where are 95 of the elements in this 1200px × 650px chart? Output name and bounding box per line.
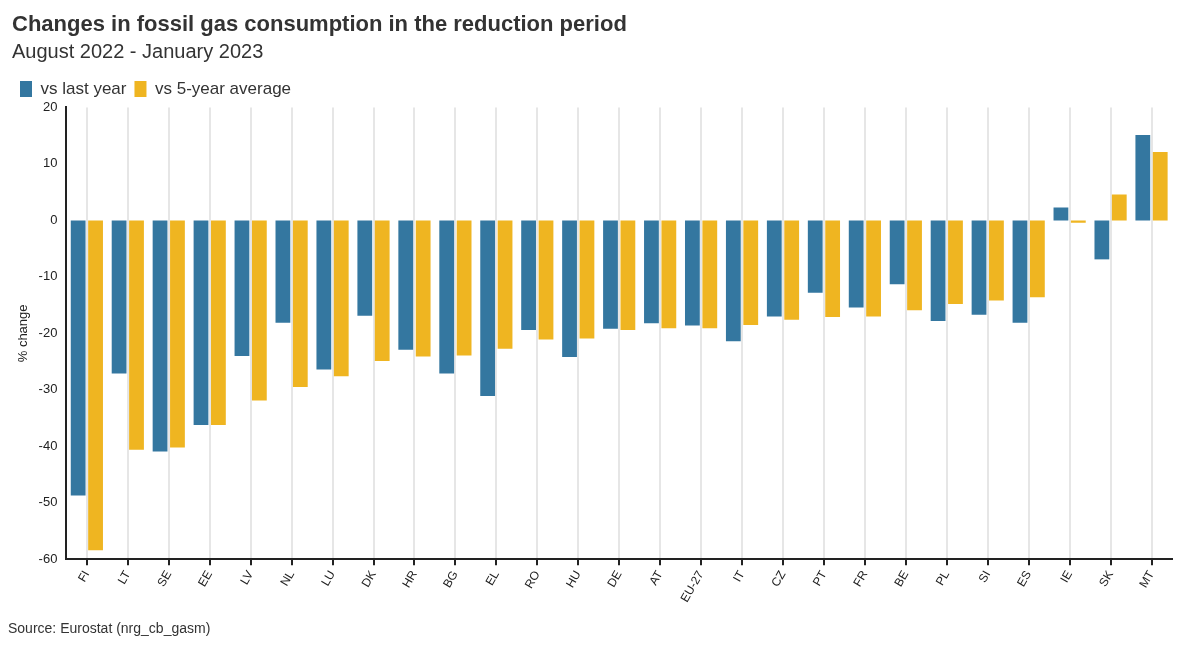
x-tick-label: NL [277, 567, 298, 589]
x-tick-label: EL [482, 567, 502, 588]
x-tick-label: SK [1095, 568, 1117, 589]
x-tick-label: ES [1014, 568, 1035, 589]
x-tick-label: CZ [768, 568, 789, 589]
legend-label: vs last year [40, 78, 127, 98]
x-tick-label: SI [975, 568, 994, 585]
x-tick-label: LT [114, 567, 134, 587]
bar [603, 220, 618, 329]
bar [439, 220, 455, 374]
y-tick-label: -50 [38, 494, 58, 510]
bar [784, 220, 800, 320]
bar [398, 220, 414, 350]
bar [562, 220, 577, 358]
bar [866, 220, 881, 317]
bar [661, 220, 677, 329]
x-tick-label: PT [809, 567, 830, 589]
chart-title: Changes in fossil gas consumption in the reduction period [12, 11, 627, 37]
bar [152, 220, 168, 452]
bar [538, 220, 554, 340]
bar [374, 220, 390, 362]
bar [948, 220, 963, 304]
bar [521, 220, 536, 330]
x-tick-label: BE [891, 568, 912, 589]
bar [1152, 152, 1168, 221]
bar [620, 220, 636, 330]
bar [193, 220, 209, 425]
bar [1053, 207, 1069, 221]
bar [480, 220, 496, 397]
bar [88, 220, 103, 551]
bar [579, 220, 595, 339]
y-axis-title: % change [15, 304, 31, 363]
bar [415, 220, 431, 357]
bar [251, 220, 267, 401]
x-tick-label: PL [932, 567, 953, 588]
x-tick-label: DK [358, 568, 379, 590]
x-tick-label: LV [237, 568, 257, 588]
x-tick-label: IT [730, 567, 748, 585]
bar [333, 220, 349, 377]
legend-label: vs 5-year average [154, 78, 292, 98]
bar [889, 220, 905, 285]
bar [292, 220, 308, 388]
y-tick-label: 20 [42, 98, 58, 114]
x-tick-label: BG [440, 568, 461, 591]
y-tick-label: 0 [50, 211, 58, 227]
bar [1070, 220, 1086, 223]
y-tick-label: -30 [38, 381, 58, 397]
bar [275, 220, 291, 323]
x-tick-label: DE [604, 568, 625, 590]
bar [848, 220, 864, 308]
bar [497, 220, 513, 349]
source-note: Source: Eurostat (nrg_cb_gasm) [8, 620, 212, 636]
bar [234, 220, 250, 356]
bar [989, 220, 1004, 301]
bar [1094, 220, 1110, 260]
bar [725, 220, 741, 342]
x-tick-label: FR [850, 567, 871, 589]
bar [111, 220, 127, 374]
x-tick-label: HR [399, 567, 421, 591]
bar [907, 220, 922, 311]
bar [1029, 220, 1045, 298]
bar [1012, 220, 1028, 323]
x-tick-label: EE [195, 568, 216, 589]
y-tick-label: -60 [38, 550, 58, 566]
bar [129, 220, 144, 450]
bar [766, 220, 782, 317]
x-tick-label: SE [154, 568, 175, 589]
bar [1111, 194, 1127, 221]
x-tick-label: IE [1057, 568, 1076, 585]
bar [743, 220, 759, 325]
y-tick-label: -20 [38, 324, 58, 340]
bar [825, 220, 841, 317]
x-tick-label: HU [562, 568, 584, 591]
bar [70, 220, 86, 496]
bar [357, 220, 373, 316]
x-tick-label: AT [646, 567, 666, 588]
y-tick-label: 10 [42, 155, 58, 171]
x-tick-label: FI [74, 568, 93, 585]
x-tick-label: MT [1136, 567, 1158, 591]
bar [807, 220, 823, 293]
bar [930, 220, 946, 321]
y-tick-label: -10 [38, 268, 58, 284]
bar [170, 220, 185, 448]
chart-subtitle: August 2022 - January 2023 [12, 39, 264, 62]
x-tick-label: LU [318, 568, 339, 589]
bar [211, 220, 226, 425]
bar [456, 220, 472, 356]
bar [644, 220, 659, 324]
x-tick-label: RO [521, 568, 543, 591]
bar [971, 220, 987, 315]
bar [316, 220, 332, 370]
bar [1135, 135, 1151, 221]
y-tick-label: -40 [38, 437, 58, 453]
bar [702, 220, 718, 329]
bar [684, 220, 700, 326]
